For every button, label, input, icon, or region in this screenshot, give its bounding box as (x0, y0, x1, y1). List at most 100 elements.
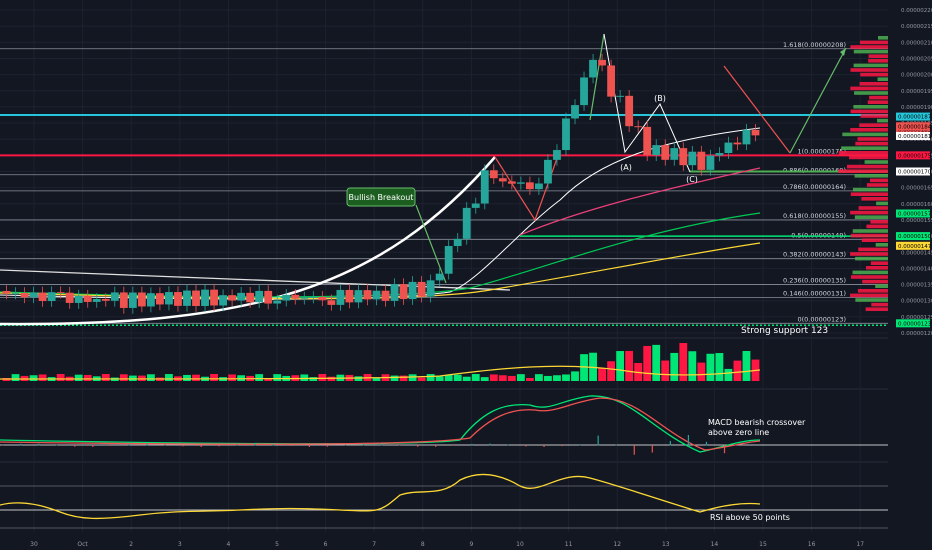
volume-profile-bar (865, 307, 888, 311)
macd-histogram-bar (381, 443, 383, 446)
macd-histogram-bar (579, 444, 581, 446)
volume-profile-bar (875, 284, 888, 288)
candle-body (679, 148, 688, 166)
candle-body (742, 129, 751, 145)
volume-bar (688, 351, 697, 381)
volume-profile-bar (871, 302, 888, 307)
volume-profile-bar (860, 114, 888, 118)
volume-bar (471, 374, 480, 381)
candle-body (291, 294, 300, 299)
volume-bar (192, 374, 200, 381)
candle-body (128, 292, 137, 308)
volume-profile-bar (866, 266, 888, 270)
candle-body (444, 246, 453, 274)
price-axis-tick: 0.00000215 (901, 24, 932, 30)
volume-bar (309, 377, 318, 381)
time-axis-tick: 9 (469, 541, 473, 548)
volume-bar (697, 362, 706, 381)
candle-body (2, 291, 11, 294)
volume-profile-bar (877, 118, 888, 123)
time-axis-tick: 13 (662, 541, 670, 548)
volume-profile-bar (850, 293, 888, 298)
volume-profile-bar (853, 105, 888, 109)
volume-profile-bar (852, 270, 888, 275)
candle-body (688, 151, 697, 166)
volume-bar (724, 368, 733, 381)
volume-profile-bar (853, 63, 888, 68)
volume-bar (607, 361, 616, 381)
fib-level-label: 0.786(0.00000164) (783, 183, 846, 191)
candle-body (706, 155, 715, 170)
volume-profile-bar (855, 256, 888, 261)
volume-profile-bar (868, 54, 888, 58)
volume-bar (101, 374, 110, 381)
candle-body (399, 284, 408, 300)
candle-body (408, 281, 417, 300)
candle-body (507, 181, 516, 184)
macd-histogram-bar (20, 443, 22, 446)
price-badge-text: 0.00000123 (898, 321, 932, 327)
volume-profile-bar (849, 155, 888, 160)
price-badge-text: 0.00000147 (898, 244, 932, 250)
volume-profile-bar (854, 91, 888, 95)
macd-histogram-bar (471, 443, 473, 446)
volume-profile-bar (857, 289, 888, 293)
candle-body (246, 292, 255, 303)
volume-bar (210, 374, 218, 381)
candle-body (237, 292, 246, 301)
candle-body (228, 295, 237, 301)
macd-histogram-bar (741, 445, 744, 446)
fib-level-label: 1(0.00000175) (798, 147, 847, 155)
price-axis-tick: 0.00000135 (901, 283, 932, 289)
macd-histogram-bar (290, 445, 292, 446)
candle-body (580, 77, 588, 106)
fib-level-label: 0.236(0.00000135) (783, 277, 846, 285)
volume-profile-bar (854, 215, 888, 219)
candle-body (634, 126, 643, 128)
candle-body (20, 293, 29, 298)
candle-body (661, 145, 670, 160)
candle-body (264, 290, 273, 304)
price-axis-tick: 0.00000155 (901, 218, 932, 224)
candle-body (372, 290, 381, 300)
candles (2, 36, 888, 314)
candle-body (165, 292, 173, 305)
volume-bar (625, 350, 634, 381)
candle-body (83, 295, 92, 302)
price-axis-tick: 0.00000130 (901, 299, 932, 305)
volume-bar (742, 351, 751, 381)
candle-body (724, 142, 733, 154)
volume-bar (571, 371, 579, 381)
time-axis-tick: 15 (759, 541, 767, 548)
macd-histogram-bar (633, 445, 635, 455)
volume-profile-bar (859, 82, 888, 86)
volume-bar (56, 374, 65, 381)
volume-bar (11, 374, 20, 381)
volume-profile-bar (853, 49, 888, 54)
volume-bar (562, 374, 570, 381)
price-axis-tick: 0.00000180 (901, 137, 932, 143)
macd-histogram-bar (687, 435, 690, 446)
candle-body (525, 182, 534, 190)
volume-bar (417, 377, 426, 381)
time-axis: 30 Oct 2 3 4 5 6 7 8 9 10 11 12 13 14 15 16 17 (0, 532, 932, 550)
price-axis-tick: 0.00000125 (901, 315, 932, 321)
volume-profile-bar (841, 146, 888, 150)
macd-histogram-bar (2, 445, 4, 446)
volume-profile-bar (838, 169, 888, 173)
price-badge-text: 0.00000181 (898, 134, 931, 140)
macd-histogram-bar (525, 445, 527, 447)
volume-profile-bar (869, 95, 888, 100)
macd-histogram-bar (74, 445, 76, 447)
volume-bar (255, 374, 264, 381)
macd-histogram-bar (272, 444, 274, 446)
candle-body (318, 296, 327, 301)
price-axis-bg (888, 0, 932, 532)
time-axis-tick: 12 (613, 541, 621, 548)
price-axis-tick: 0.00000165 (901, 186, 932, 192)
macd-histogram-bar (435, 445, 437, 447)
macd-histogram-bar (362, 443, 365, 446)
macd-histogram-bar (615, 444, 617, 446)
candle-body (309, 296, 318, 298)
